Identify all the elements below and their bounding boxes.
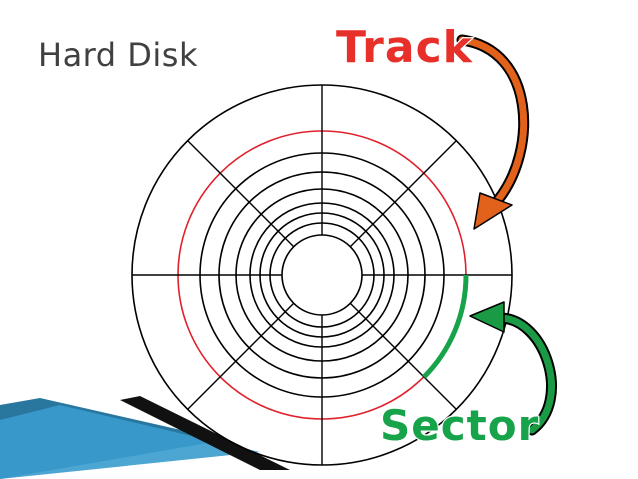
sector-divider <box>349 140 457 248</box>
sector-dividers <box>132 85 512 465</box>
sector-divider <box>187 302 295 410</box>
corner-accent <box>0 396 290 479</box>
track-label: Track <box>336 22 474 73</box>
track-arrow <box>456 34 530 230</box>
sector-divider <box>187 140 295 248</box>
sector-divider <box>349 302 457 410</box>
sector-label: Sector <box>380 401 539 450</box>
highlighted-sector-arc <box>422 274 469 379</box>
sector-arrow <box>469 301 557 436</box>
slide-title: Hard Disk <box>38 36 198 74</box>
